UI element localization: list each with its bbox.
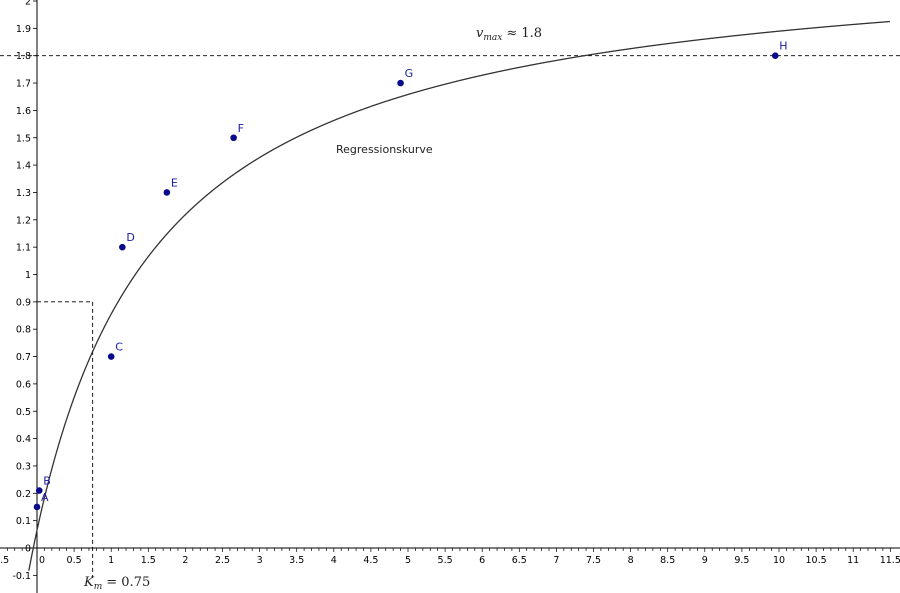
reference-lines-layer <box>0 55 900 578</box>
point-label-g: G <box>405 67 414 80</box>
y-tick-label: 0.6 <box>16 379 31 390</box>
km-value: = 0.75 <box>106 575 150 590</box>
point-label-f: F <box>238 122 244 135</box>
y-tick-label: 0 <box>25 544 31 555</box>
y-tick-label: 1.3 <box>16 188 31 199</box>
y-tick-label: 0.5 <box>16 407 31 418</box>
x-tick-label: 2.5 <box>215 555 230 566</box>
data-point-h <box>771 52 779 59</box>
point-label-e: E <box>171 176 178 189</box>
x-tick-label: 5.5 <box>438 555 453 566</box>
y-tick-label: 2 <box>25 0 31 8</box>
x-tick-label: 4.5 <box>363 555 378 566</box>
x-tick-label: 11 <box>847 555 859 566</box>
x-tick-label: 3.5 <box>289 555 304 566</box>
x-tick-label: 1 <box>108 555 114 566</box>
x-tick-label: 10.5 <box>806 555 827 566</box>
y-tick-label: 1 <box>25 270 31 281</box>
y-tick-label: 1.9 <box>16 24 31 35</box>
y-tick-label: 1.7 <box>16 79 31 90</box>
x-tick-label: 0 <box>39 555 45 566</box>
data-point-f <box>230 134 237 142</box>
x-tick-label: 8.5 <box>660 555 675 566</box>
y-tick-label: 0.1 <box>16 516 31 527</box>
point-label-a: A <box>41 491 49 504</box>
data-point-g <box>397 79 404 87</box>
y-tick-label: 0.2 <box>16 489 31 500</box>
x-tick-label: 7.5 <box>586 555 601 566</box>
x-tick-label: 0.5 <box>67 555 82 566</box>
regression-curve <box>28 20 890 571</box>
y-tick-label: 1.1 <box>16 243 31 254</box>
y-tick-label: 1.2 <box>16 215 31 226</box>
point-label-h: H <box>779 40 787 53</box>
y-tick-label: 0.3 <box>16 461 31 472</box>
y-tick-label: 0.9 <box>16 297 31 308</box>
y-tick-label: 1.4 <box>16 161 31 172</box>
x-tick-label: 10 <box>773 555 785 566</box>
x-tick-label: 8 <box>628 555 634 566</box>
y-tick-label: 1.6 <box>16 106 31 117</box>
x-tick-label: -0.5 <box>0 555 9 566</box>
point-label-c: C <box>115 341 123 354</box>
x-tick-label: 6.5 <box>512 555 527 566</box>
km-symbol: K <box>83 575 95 590</box>
data-point-e <box>163 189 171 196</box>
x-tick-label: 1.5 <box>141 555 156 566</box>
regression-curve-layer <box>28 20 890 571</box>
data-point-d <box>119 243 126 251</box>
x-tick-label: 6 <box>479 555 485 566</box>
vmax-symbol: v <box>476 26 484 41</box>
data-point-b <box>35 487 43 494</box>
x-tick-label: 5 <box>405 555 411 566</box>
x-tick-label: 7 <box>553 555 559 566</box>
x-tick-label: 3 <box>257 555 263 566</box>
x-tick-label: 9 <box>702 555 708 566</box>
data-point-a <box>33 503 41 511</box>
point-label-d: D <box>126 231 134 244</box>
data-points-layer: AB C D E F G H <box>33 40 788 511</box>
x-tick-label: 9.5 <box>734 555 749 566</box>
vmax-annotation: vmax ≈ 1.8 <box>476 26 542 43</box>
x-tick-label: 11.5 <box>880 555 900 566</box>
regression-curve-label: Regressionskurve <box>336 143 433 156</box>
x-tick-label: 2 <box>182 555 188 566</box>
y-tick-label: -0.1 <box>12 571 31 582</box>
y-tick-label: 0.4 <box>16 434 31 445</box>
vmax-value: ≈ 1.8 <box>506 26 542 41</box>
y-tick-label: 1.8 <box>16 51 31 62</box>
data-point-c <box>107 353 115 360</box>
y-tick-label: 0.7 <box>16 352 31 363</box>
y-tick-label: 0.8 <box>16 325 31 336</box>
km-subscript: m <box>94 582 103 592</box>
x-tick-label: 4 <box>331 555 337 566</box>
y-tick-label: 1.5 <box>16 133 31 144</box>
vmax-subscript: max <box>483 33 502 43</box>
km-annotation: Km = 0.75 <box>83 575 150 592</box>
point-label-b: B <box>43 475 51 488</box>
